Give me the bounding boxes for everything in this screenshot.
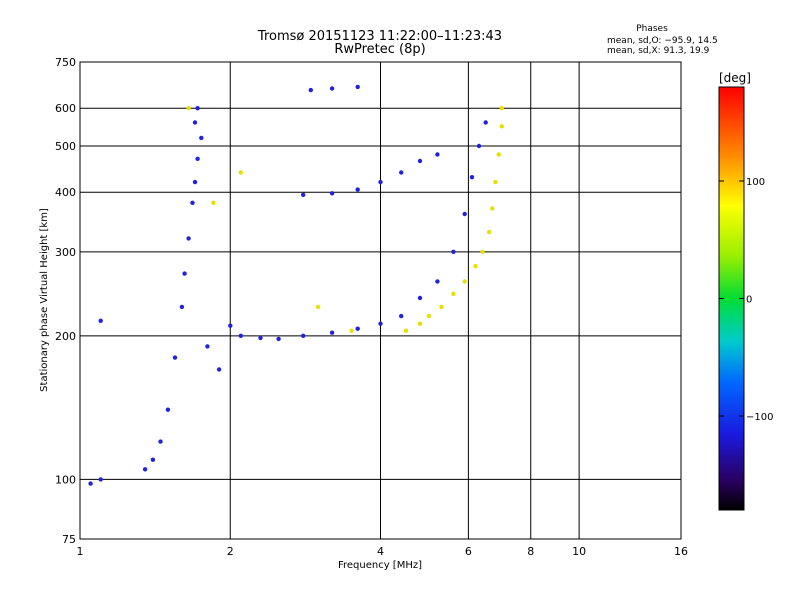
data-point-o (158, 439, 163, 444)
data-point-x (499, 106, 504, 111)
x-tick-label: 2 (227, 545, 234, 558)
data-point-x (403, 328, 409, 333)
x-tick-label: 1 (77, 545, 84, 558)
chart-subtitle: RwPretec (8p) (334, 42, 425, 57)
colorbar-label: [deg] (719, 71, 751, 85)
data-point-o (301, 192, 306, 197)
data-point-o (276, 336, 281, 342)
y-tick-label: 75 (62, 533, 76, 546)
phase-stats-x: mean, sd,X: 91.3, 19.9 (607, 46, 710, 56)
data-point-o (190, 200, 195, 205)
phase-stats-title: Phases (636, 24, 668, 34)
data-point-o (417, 295, 423, 301)
data-point-o (228, 323, 233, 328)
data-point-x (238, 170, 243, 175)
data-point-x (349, 328, 354, 333)
data-point-o (192, 120, 198, 125)
x-tick-label: 10 (572, 545, 586, 558)
data-point-x (315, 304, 321, 310)
data-point-x (486, 229, 492, 235)
data-point-o (172, 355, 178, 360)
data-point-o (182, 271, 187, 276)
data-point-o (329, 330, 335, 335)
y-tick-label: 300 (55, 246, 76, 259)
data-point-o (98, 477, 103, 482)
data-point-o (355, 84, 360, 90)
data-point-o (329, 86, 335, 91)
phase-stats-o: mean, sd,O: −95.9, 14.5 (607, 36, 718, 46)
y-tick-label: 500 (55, 140, 76, 153)
data-point-x (186, 106, 191, 111)
data-point-x (417, 321, 423, 326)
data-point-x (426, 313, 432, 319)
data-point-o (192, 179, 198, 185)
y-tick-label: 750 (55, 56, 76, 69)
data-point-o (355, 187, 360, 192)
data-point-o (186, 236, 191, 241)
data-point-x (451, 291, 456, 296)
data-point-x (480, 249, 485, 254)
data-point-x (439, 304, 444, 310)
data-point-o (165, 407, 171, 412)
data-point-o (258, 335, 263, 341)
colorbar-tick-label: 0 (746, 295, 752, 306)
data-point-o (355, 326, 360, 331)
data-point-o (195, 106, 200, 111)
data-point-o (378, 321, 383, 326)
data-point-o (399, 313, 404, 319)
data-point-o (88, 481, 93, 486)
data-point-o (98, 318, 103, 323)
x-tick-label: 4 (377, 545, 384, 558)
data-point-o (142, 467, 148, 472)
data-point-o (451, 249, 456, 254)
data-point-x (493, 179, 498, 185)
y-tick-label: 400 (55, 186, 76, 199)
data-point-x (211, 200, 216, 205)
colorbar-tick-label: 100 (746, 177, 765, 188)
data-point-x (462, 279, 467, 284)
x-tick-label: 6 (465, 545, 472, 558)
data-point-o (301, 333, 306, 338)
data-point-o (205, 344, 210, 349)
plot-frame (79, 61, 682, 540)
data-point-o (462, 211, 467, 217)
y-tick-label: 600 (55, 102, 76, 115)
y-tick-label: 200 (55, 330, 76, 343)
data-point-o (238, 333, 243, 338)
data-point-o (435, 152, 440, 157)
data-point-o (435, 279, 440, 284)
data-point-x (496, 152, 501, 157)
data-point-x (499, 124, 504, 129)
data-point-o (476, 143, 482, 149)
data-point-x (490, 206, 495, 211)
y-axis-label: Stationary phase Virtual Height [km] (39, 208, 50, 392)
data-point-o (399, 170, 404, 175)
y-tick-label: 100 (55, 473, 76, 486)
x-tick-label: 16 (674, 545, 688, 558)
x-tick-label: 8 (527, 545, 534, 558)
data-point-o (150, 457, 156, 462)
data-point-o (329, 191, 335, 196)
data-point-o (378, 179, 383, 185)
data-point-o (483, 120, 488, 125)
data-point-o (216, 367, 222, 372)
x-axis-label: Frequency [MHz] (338, 560, 422, 571)
data-point-o (417, 158, 423, 164)
colorbar-tick-label: −100 (746, 412, 773, 423)
data-point-o (308, 87, 313, 93)
data-point-o (199, 135, 204, 141)
chart-title: Tromsø 20151123 11:22:00–11:23:43 (257, 29, 502, 44)
data-point-x (473, 263, 478, 269)
data-point-o (179, 304, 185, 310)
data-point-o (469, 175, 475, 180)
data-point-o (195, 156, 200, 161)
